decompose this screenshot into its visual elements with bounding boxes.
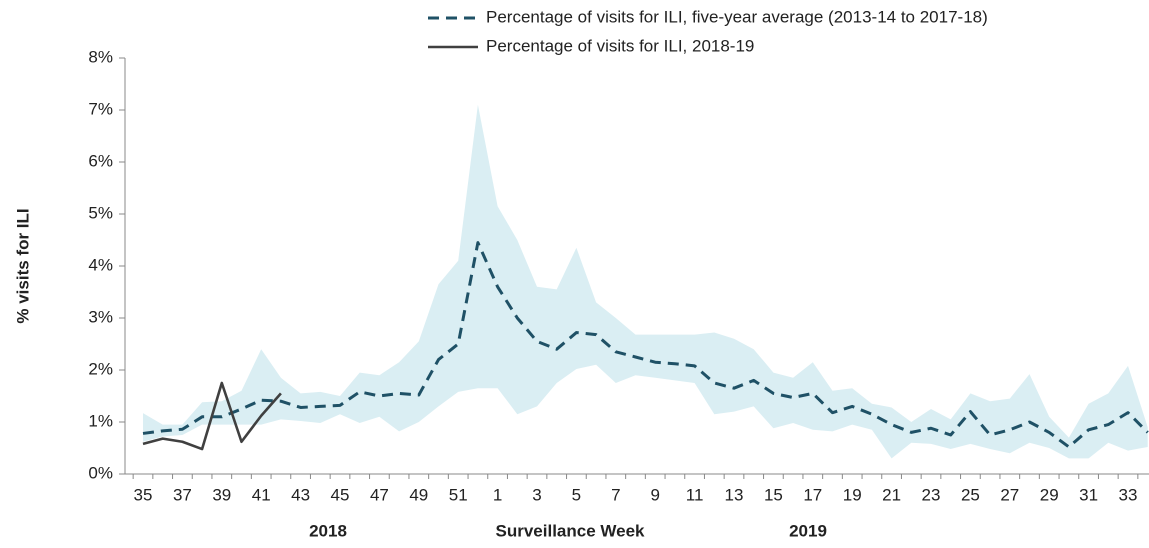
y-tick-label: 7% xyxy=(88,99,113,118)
x-tick-label: 51 xyxy=(449,485,468,504)
x-tick-label: 43 xyxy=(291,485,310,504)
x-tick-label: 11 xyxy=(686,485,704,504)
y-tick-label: 2% xyxy=(88,359,113,378)
x-tick-label: 41 xyxy=(252,485,271,504)
y-tick-label: 4% xyxy=(88,255,113,274)
y-tick-label: 5% xyxy=(88,203,113,222)
x-tick-label: 17 xyxy=(803,485,822,504)
x-axis-title: Surveillance Week xyxy=(496,521,646,540)
x-tick-label: 25 xyxy=(961,485,980,504)
x-tick-label: 29 xyxy=(1040,485,1059,504)
y-tick-label: 8% xyxy=(88,47,113,66)
x-tick-label: 21 xyxy=(882,485,901,504)
x-tick-label: 15 xyxy=(764,485,783,504)
legend-label: Percentage of visits for ILI, 2018-19 xyxy=(486,36,754,55)
x-tick-label: 27 xyxy=(1000,485,1019,504)
series-line xyxy=(142,381,282,451)
x-tick-label: 31 xyxy=(1079,485,1098,504)
y-tick-label: 1% xyxy=(88,411,113,430)
x-tick-label: 13 xyxy=(725,485,744,504)
x-tick-label: 9 xyxy=(650,485,659,504)
x-tick-label: 23 xyxy=(922,485,941,504)
x-tick-label: 5 xyxy=(572,485,581,504)
y-tick-label: 0% xyxy=(88,463,113,482)
x-tick-label: 45 xyxy=(331,485,350,504)
x-tick-label: 19 xyxy=(843,485,862,504)
x-tick-label: 35 xyxy=(134,485,153,504)
y-tick-label: 6% xyxy=(88,151,113,170)
x-tick-label: 47 xyxy=(370,485,389,504)
year-label: 2019 xyxy=(789,521,827,540)
x-tick-label: 49 xyxy=(409,485,428,504)
y-axis-title: % visits for ILI xyxy=(13,208,32,323)
x-tick-label: 37 xyxy=(173,485,192,504)
x-tick-label: 39 xyxy=(212,485,231,504)
x-tick-label: 3 xyxy=(532,485,541,504)
legend-label: Percentage of visits for ILI, five-year … xyxy=(486,7,988,26)
x-tick-label: 7 xyxy=(611,485,620,504)
year-label: 2018 xyxy=(309,521,347,540)
range-band xyxy=(143,104,1148,459)
x-tick-label: 1 xyxy=(493,485,502,504)
y-tick-label: 3% xyxy=(88,307,113,326)
x-tick-label: 33 xyxy=(1119,485,1138,504)
